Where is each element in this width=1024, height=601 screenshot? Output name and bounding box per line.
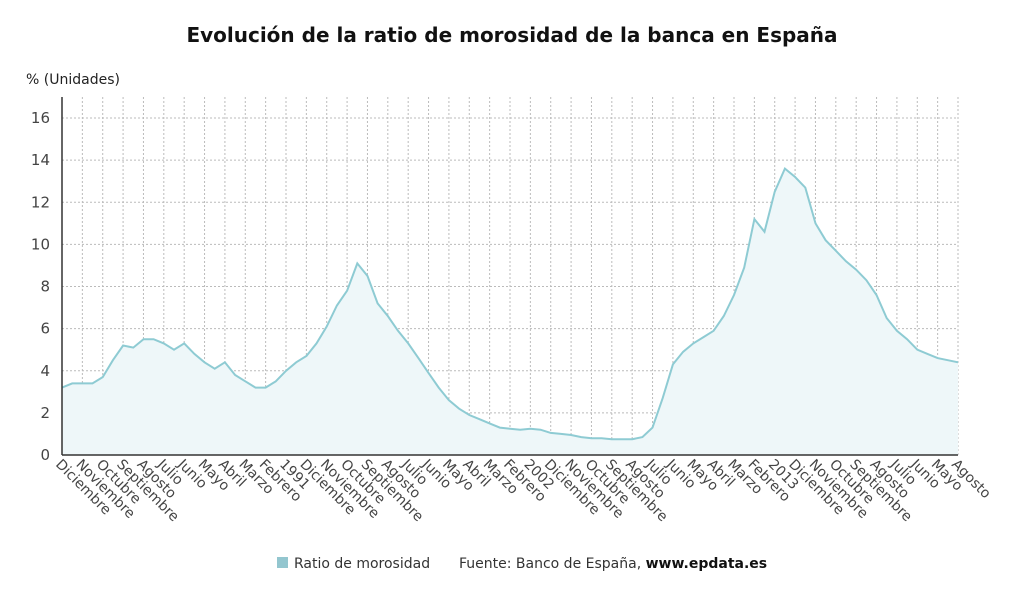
line [61, 166, 959, 441]
y-axis-label: % (Unidades) [26, 72, 120, 88]
source: Fuente: Banco de España, www.epdata.es [459, 556, 767, 572]
plot: 0246810121416DiciembreNoviembreOctubreSe… [31, 97, 994, 525]
legend-swatch [277, 557, 288, 568]
y-tick-label: 14 [31, 151, 50, 169]
y-tick-label: 8 [40, 278, 50, 296]
area [62, 168, 958, 455]
source-text: Fuente: Banco de España, [459, 556, 641, 572]
y-tick-label: 2 [40, 404, 50, 422]
y-tick-label: 12 [31, 193, 50, 211]
y-tick-label: 6 [40, 320, 50, 338]
y-tick-label: 4 [40, 362, 50, 380]
source-site: www.epdata.es [646, 556, 768, 572]
y-tick-label: 16 [31, 109, 50, 127]
legend-label: Ratio de morosidad [294, 556, 430, 572]
chart-title: Evolución de la ratio de morosidad de la… [186, 23, 837, 47]
y-tick-label: 10 [31, 235, 50, 253]
y-tick-label: 0 [40, 446, 50, 464]
